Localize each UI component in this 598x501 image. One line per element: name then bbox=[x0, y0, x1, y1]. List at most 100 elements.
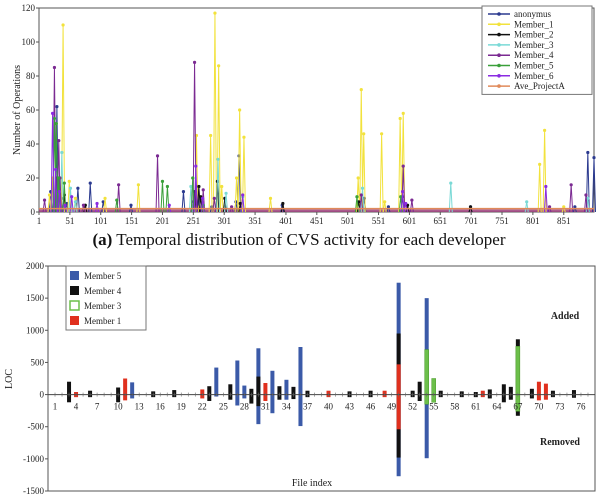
loc-bar bbox=[417, 381, 422, 401]
data-point bbox=[57, 190, 61, 194]
data-point bbox=[47, 193, 52, 197]
annotation-removed: Removed bbox=[540, 437, 580, 448]
data-point bbox=[234, 176, 239, 180]
loc-bar bbox=[543, 383, 548, 400]
x-tick-label: 76 bbox=[576, 402, 586, 412]
x-tick-label: 801 bbox=[526, 216, 540, 226]
data-point bbox=[547, 205, 552, 209]
data-point bbox=[60, 150, 64, 155]
legend-box bbox=[481, 5, 593, 95]
legend-marker bbox=[497, 63, 501, 68]
data-point bbox=[216, 157, 220, 161]
data-point bbox=[73, 196, 78, 200]
data-point bbox=[62, 181, 66, 185]
data-point bbox=[201, 188, 205, 192]
data-point bbox=[136, 183, 140, 187]
x-tick-label: 61 bbox=[471, 402, 480, 412]
x-tick-label: 551 bbox=[372, 216, 386, 226]
data-point bbox=[76, 186, 80, 190]
x-tick-label: 13 bbox=[135, 402, 145, 412]
x-tick-label: 101 bbox=[94, 216, 108, 226]
figure-caption: (a) Temporal distribution of CVS activit… bbox=[0, 230, 598, 250]
legend-marker bbox=[497, 43, 501, 47]
legend-swatch bbox=[70, 286, 79, 295]
x-tick-label: 1 bbox=[37, 216, 42, 226]
x-tick-label: 601 bbox=[403, 216, 417, 226]
x-tick-label: 451 bbox=[310, 216, 324, 226]
data-point bbox=[586, 196, 590, 200]
loc-bar bbox=[67, 381, 72, 403]
data-point bbox=[569, 183, 573, 187]
data-point bbox=[117, 183, 121, 187]
data-point bbox=[129, 203, 133, 207]
data-point bbox=[362, 132, 366, 136]
data-point bbox=[386, 205, 391, 209]
data-point bbox=[115, 198, 119, 202]
loc-bar bbox=[396, 364, 401, 430]
data-point bbox=[449, 181, 453, 185]
loc-bar bbox=[214, 367, 219, 397]
data-point bbox=[238, 201, 242, 206]
loc-bar bbox=[284, 379, 289, 400]
data-point bbox=[543, 128, 547, 132]
data-point bbox=[197, 184, 201, 189]
data-point bbox=[213, 11, 217, 15]
legend-label: Member_3 bbox=[514, 40, 554, 50]
loc-bar bbox=[431, 378, 436, 403]
y-tick-label: 2000 bbox=[26, 261, 45, 271]
x-tick-label: 49 bbox=[387, 402, 397, 412]
data-point bbox=[209, 133, 213, 138]
x-tick-label: 501 bbox=[341, 216, 355, 226]
data-point bbox=[73, 200, 78, 204]
x-tick-label: 51 bbox=[65, 216, 74, 226]
baseline-activity-band bbox=[39, 209, 594, 212]
data-point bbox=[191, 176, 195, 180]
data-point bbox=[189, 184, 193, 189]
legend-label: Member_4 bbox=[514, 50, 554, 60]
legend-a: anonymusMember_1Member_2Member_3Member_4… bbox=[481, 5, 593, 95]
loc-bar bbox=[263, 383, 268, 401]
x-tick-label: 52 bbox=[408, 402, 417, 412]
data-point bbox=[401, 164, 405, 168]
y-tick-label: 1000 bbox=[26, 325, 45, 335]
data-point bbox=[95, 201, 99, 206]
x-tick-label: 40 bbox=[324, 402, 334, 412]
loc-bar bbox=[298, 347, 303, 427]
data-point bbox=[167, 203, 171, 207]
data-point bbox=[401, 190, 405, 194]
legend-label: Member 3 bbox=[84, 301, 122, 311]
data-point bbox=[230, 205, 234, 209]
data-point bbox=[562, 205, 566, 209]
data-point bbox=[224, 191, 228, 195]
y-axis-title-a: Number of Operations bbox=[12, 65, 23, 155]
data-point bbox=[68, 186, 73, 190]
x-tick-label: 73 bbox=[555, 402, 565, 412]
legend-marker bbox=[497, 84, 501, 88]
x-tick-label: 22 bbox=[198, 402, 207, 412]
x-tick-label: 31 bbox=[261, 402, 270, 412]
data-point bbox=[592, 156, 596, 160]
loc-bar bbox=[270, 370, 275, 414]
data-point bbox=[383, 200, 387, 204]
x-tick-label: 701 bbox=[464, 216, 478, 226]
data-point bbox=[380, 132, 384, 136]
data-point bbox=[242, 135, 246, 139]
y-tick-label: 20 bbox=[26, 173, 36, 183]
data-point bbox=[165, 184, 170, 189]
x-tick-label: 43 bbox=[345, 402, 355, 412]
data-point bbox=[50, 111, 55, 115]
y-tick-label: 500 bbox=[31, 357, 45, 367]
x-tick-label: 19 bbox=[177, 402, 187, 412]
data-point bbox=[584, 193, 588, 197]
x-tick-label: 10 bbox=[114, 402, 124, 412]
legend-label: Member_6 bbox=[514, 71, 554, 81]
x-tick-label: 34 bbox=[282, 402, 292, 412]
x-tick-label: 751 bbox=[495, 216, 509, 226]
x-tick-label: 64 bbox=[492, 402, 502, 412]
data-point bbox=[181, 190, 186, 194]
data-point bbox=[57, 176, 61, 180]
loc-bar bbox=[228, 384, 233, 400]
x-tick-label: 4 bbox=[74, 402, 79, 412]
data-point bbox=[404, 201, 408, 206]
